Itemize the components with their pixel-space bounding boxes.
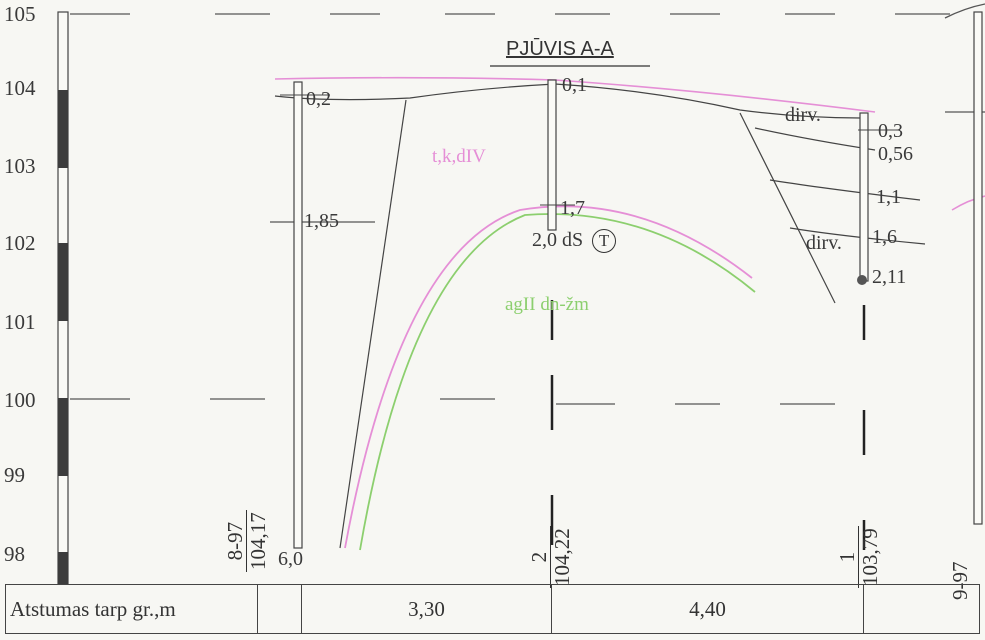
bh1-depth-1-1: 1,1 — [876, 186, 901, 208]
distance-spacer — [258, 585, 302, 633]
y-tick-99: 99 — [4, 463, 25, 487]
distance-4-40: 4,40 — [552, 585, 864, 633]
bh2-depth-0-1: 0,1 — [562, 74, 587, 96]
borehole-9-97 — [973, 11, 983, 525]
distance-table: Atstumas tarp gr.,m 3,30 4,40 — [5, 584, 980, 634]
y-tick-100: 100 — [4, 388, 36, 412]
soil-label-agII: agII dn-žm — [505, 294, 589, 315]
layer-boundaries — [339, 99, 926, 549]
bh2-depth-1-7: 1,7 — [560, 197, 585, 219]
borehole-1 — [857, 112, 900, 550]
y-tick-101: 101 — [4, 310, 36, 334]
y-tick-102: 102 — [4, 231, 36, 255]
elevation-gridlines — [70, 3, 985, 405]
bh8-id: 8-97 — [223, 510, 248, 572]
pink-layer-boundary — [344, 205, 753, 549]
y-tick-105: 105 — [4, 2, 36, 26]
soil-label-dirv-top: dirv. — [785, 104, 821, 126]
bh8-bottom-depth: 6,0 — [278, 548, 303, 570]
distance-label: Atstumas tarp gr.,m — [6, 585, 258, 633]
elevation-scale-bar — [57, 11, 69, 585]
bh2-note-text: 2,0 dS — [532, 229, 584, 251]
borehole-8-97 — [280, 81, 330, 549]
bh1-elevation: 103,79 — [858, 528, 883, 586]
bh1-depth-2-11: 2,11 — [872, 266, 907, 288]
green-layer-boundary — [359, 213, 756, 551]
bh1-depth-0-3: 0,3 — [878, 120, 903, 142]
y-tick-103: 103 — [4, 154, 36, 178]
distance-end-cell — [864, 585, 944, 633]
bh1-depth-1-6: 1,6 — [872, 226, 897, 248]
borehole-2 — [540, 79, 575, 545]
bh2-note-circled-symbol: T — [592, 229, 617, 253]
y-tick-98: 98 — [4, 542, 25, 566]
section-title: PJŪVIS A-A — [506, 38, 614, 60]
bh2-id-elevation: 2 104,22 — [527, 526, 575, 588]
bh2-elevation: 104,22 — [550, 528, 575, 586]
bh2-id: 2 — [527, 526, 552, 588]
bh8-elevation: 104,17 — [246, 512, 271, 570]
bh2-note: 2,0 dS T — [532, 229, 617, 253]
bh1-id-elevation: 1 103,79 — [835, 526, 883, 588]
bh1-depth-0-56: 0,56 — [878, 143, 913, 165]
bh1-id: 1 — [835, 526, 860, 588]
bh8-depth-1-85: 1,85 — [304, 210, 339, 232]
soil-label-tk-div: t,k,dIV — [432, 146, 486, 167]
distance-3-30: 3,30 — [302, 585, 552, 633]
soil-label-dirv-low: dirv. — [806, 232, 842, 254]
y-tick-104: 104 — [4, 76, 36, 100]
bh8-id-elevation: 8-97 104,17 — [223, 510, 271, 572]
bh8-depth-0-2: 0,2 — [306, 88, 331, 110]
